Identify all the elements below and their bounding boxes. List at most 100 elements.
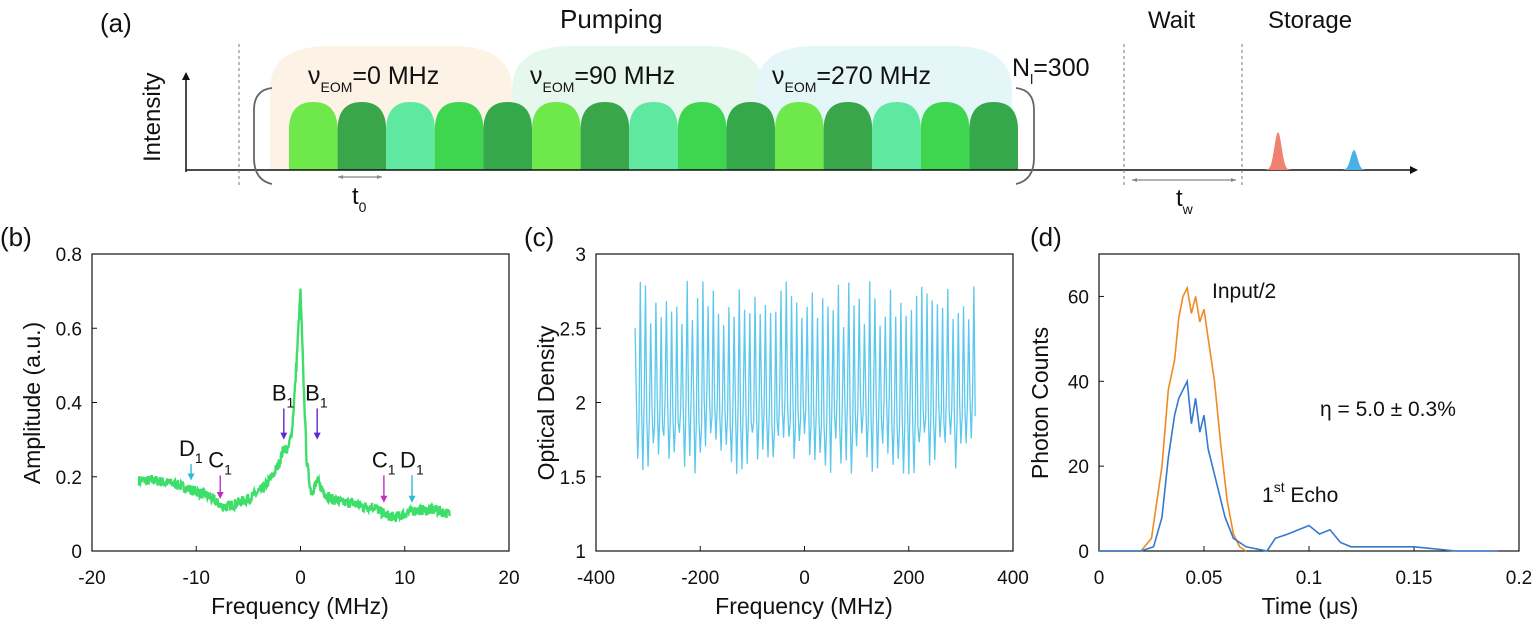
peak-label: C1 [372, 447, 396, 477]
pump-pulse [872, 102, 921, 170]
x-tick-label: 200 [893, 568, 925, 589]
panel-c-ylabel: Optical Density [533, 325, 559, 480]
x-tick-label: 0.05 [1186, 568, 1223, 589]
x-tick-label: 0.2 [1506, 568, 1532, 589]
panel-d-label: (d) [1030, 222, 1062, 252]
y-tick-label: 2.5 [560, 319, 586, 340]
y-tick-label: 20 [1068, 457, 1089, 478]
y-tick-label: 60 [1068, 287, 1089, 308]
panel-c-plot-frame [595, 253, 1014, 552]
y-tick-label: 2 [575, 394, 586, 415]
pump-pulse [532, 102, 581, 170]
pump-pulse [289, 102, 338, 170]
panel-d-echo-line [1099, 378, 1498, 552]
pump-pulse [823, 102, 873, 170]
pumping-title: Pumping [560, 4, 663, 34]
panel-d-input-line [1099, 285, 1247, 552]
panel-b-series-line [137, 288, 451, 523]
t0-label: t0 [352, 183, 367, 215]
panel-c-label: (c) [524, 222, 554, 252]
storage-label: Storage [1268, 7, 1352, 34]
left-bracket [253, 87, 273, 185]
pump-pulse [434, 102, 484, 170]
peak-label: D1 [400, 447, 424, 477]
panel-d-xlabel: Time (μs) [1262, 593, 1359, 619]
pump-pulse [580, 102, 630, 170]
x-tick-label: 400 [997, 568, 1029, 589]
y-tick-label: 0.2 [56, 468, 82, 489]
y-tick-label: 1 [575, 542, 586, 563]
panel-d-ticks: 0 0.05 0.1 0.15 0.2 0 20 40 60 [1068, 287, 1532, 589]
y-tick-label: 0.4 [56, 394, 83, 415]
eom-label-270: νEOM=270 MHz [772, 62, 931, 95]
panel-a-label: (a) [100, 8, 132, 38]
time-axis-arrowhead [1410, 166, 1418, 174]
panel-b-ylabel: Amplitude (a.u.) [19, 322, 45, 484]
x-tick-label: 20 [498, 568, 519, 589]
x-tick-label: 0 [1094, 568, 1105, 589]
peak-label: C1 [208, 447, 232, 477]
x-tick-label: 0 [799, 568, 810, 589]
panel-c-optical-density: (c) -400 -200 0 200 400 1 1.5 2 2.5 3 Frequency (… [524, 222, 1029, 619]
right-bracket [1015, 87, 1035, 185]
pump-pulse [337, 102, 387, 170]
wait-label: Wait [1148, 7, 1195, 34]
eom-label-90: νEOM=90 MHz [530, 62, 675, 95]
y-tick-label: 1.5 [560, 468, 586, 489]
panel-d-ylabel: Photon Counts [1027, 327, 1053, 479]
pump-pulse-train [289, 102, 1018, 170]
pump-pulse [969, 102, 1018, 170]
eom-label-0: νEOM=0 MHz [308, 62, 439, 95]
t0-arrow-right [377, 175, 382, 179]
echo-annotation: 1st Echo [1262, 479, 1338, 507]
pump-pulse [386, 102, 435, 170]
tw-label: tw [1176, 185, 1194, 217]
pump-pulse [775, 102, 824, 170]
annotation-arrowhead [408, 495, 416, 503]
panel-c-series-line [634, 280, 976, 475]
x-tick-label: 0 [295, 568, 306, 589]
intensity-axis-title: Intensity [139, 73, 166, 162]
y-tick-label: 0 [71, 542, 82, 563]
y-tick-label: 0.8 [56, 245, 82, 266]
annotation-arrowhead [216, 492, 224, 500]
t0-arrow-left [338, 175, 343, 179]
tw-arrow-right [1231, 178, 1236, 182]
peak-label: D1 [179, 436, 203, 466]
peak-label: B1 [305, 381, 328, 411]
y-tick-label: 0 [1078, 542, 1089, 563]
x-tick-label: -20 [78, 568, 105, 589]
pump-pulse [726, 102, 775, 170]
repeat-count-label: Nl=300 [1012, 54, 1090, 87]
x-tick-label: 0.15 [1396, 568, 1433, 589]
pump-pulse [483, 102, 532, 170]
input-pulse [1263, 132, 1293, 170]
tw-arrow-left [1132, 178, 1137, 182]
x-tick-label: -400 [577, 568, 615, 589]
x-tick-label: 0.1 [1296, 568, 1322, 589]
panel-b-label: (b) [0, 222, 32, 252]
input-annotation: Input/2 [1212, 280, 1276, 303]
annotation-arrowhead [380, 495, 388, 503]
y-tick-label: 0.6 [56, 319, 82, 340]
pump-pulse [920, 102, 970, 170]
panel-c-xlabel: Frequency (MHz) [715, 593, 893, 619]
panel-a-timing-diagram: (a) Pumping Wait Storage Intensity νEOM=… [100, 4, 1418, 217]
y-tick-label: 3 [575, 245, 586, 266]
intensity-axis-arrowhead [182, 72, 190, 80]
annotation-arrowhead [313, 432, 321, 440]
panel-b-xlabel: Frequency (MHz) [211, 593, 389, 619]
pump-pulse [629, 102, 678, 170]
pump-pulse [677, 102, 727, 170]
x-tick-label: 10 [394, 568, 415, 589]
panel-b-ticks: -20 -10 0 10 20 0 0.2 0.4 0.6 0.8 [56, 245, 520, 589]
annotation-arrowhead [187, 473, 195, 481]
panel-d-photon-counts: (d) 0 0.05 0.1 0.15 0.2 0 20 40 60 Input/2 1st E… [1027, 222, 1532, 619]
echo-pulse [1340, 150, 1368, 170]
panel-c-ticks: -400 -200 0 200 400 1 1.5 2 2.5 3 [560, 245, 1029, 589]
y-tick-label: 40 [1068, 372, 1089, 393]
x-tick-label: -200 [681, 568, 719, 589]
